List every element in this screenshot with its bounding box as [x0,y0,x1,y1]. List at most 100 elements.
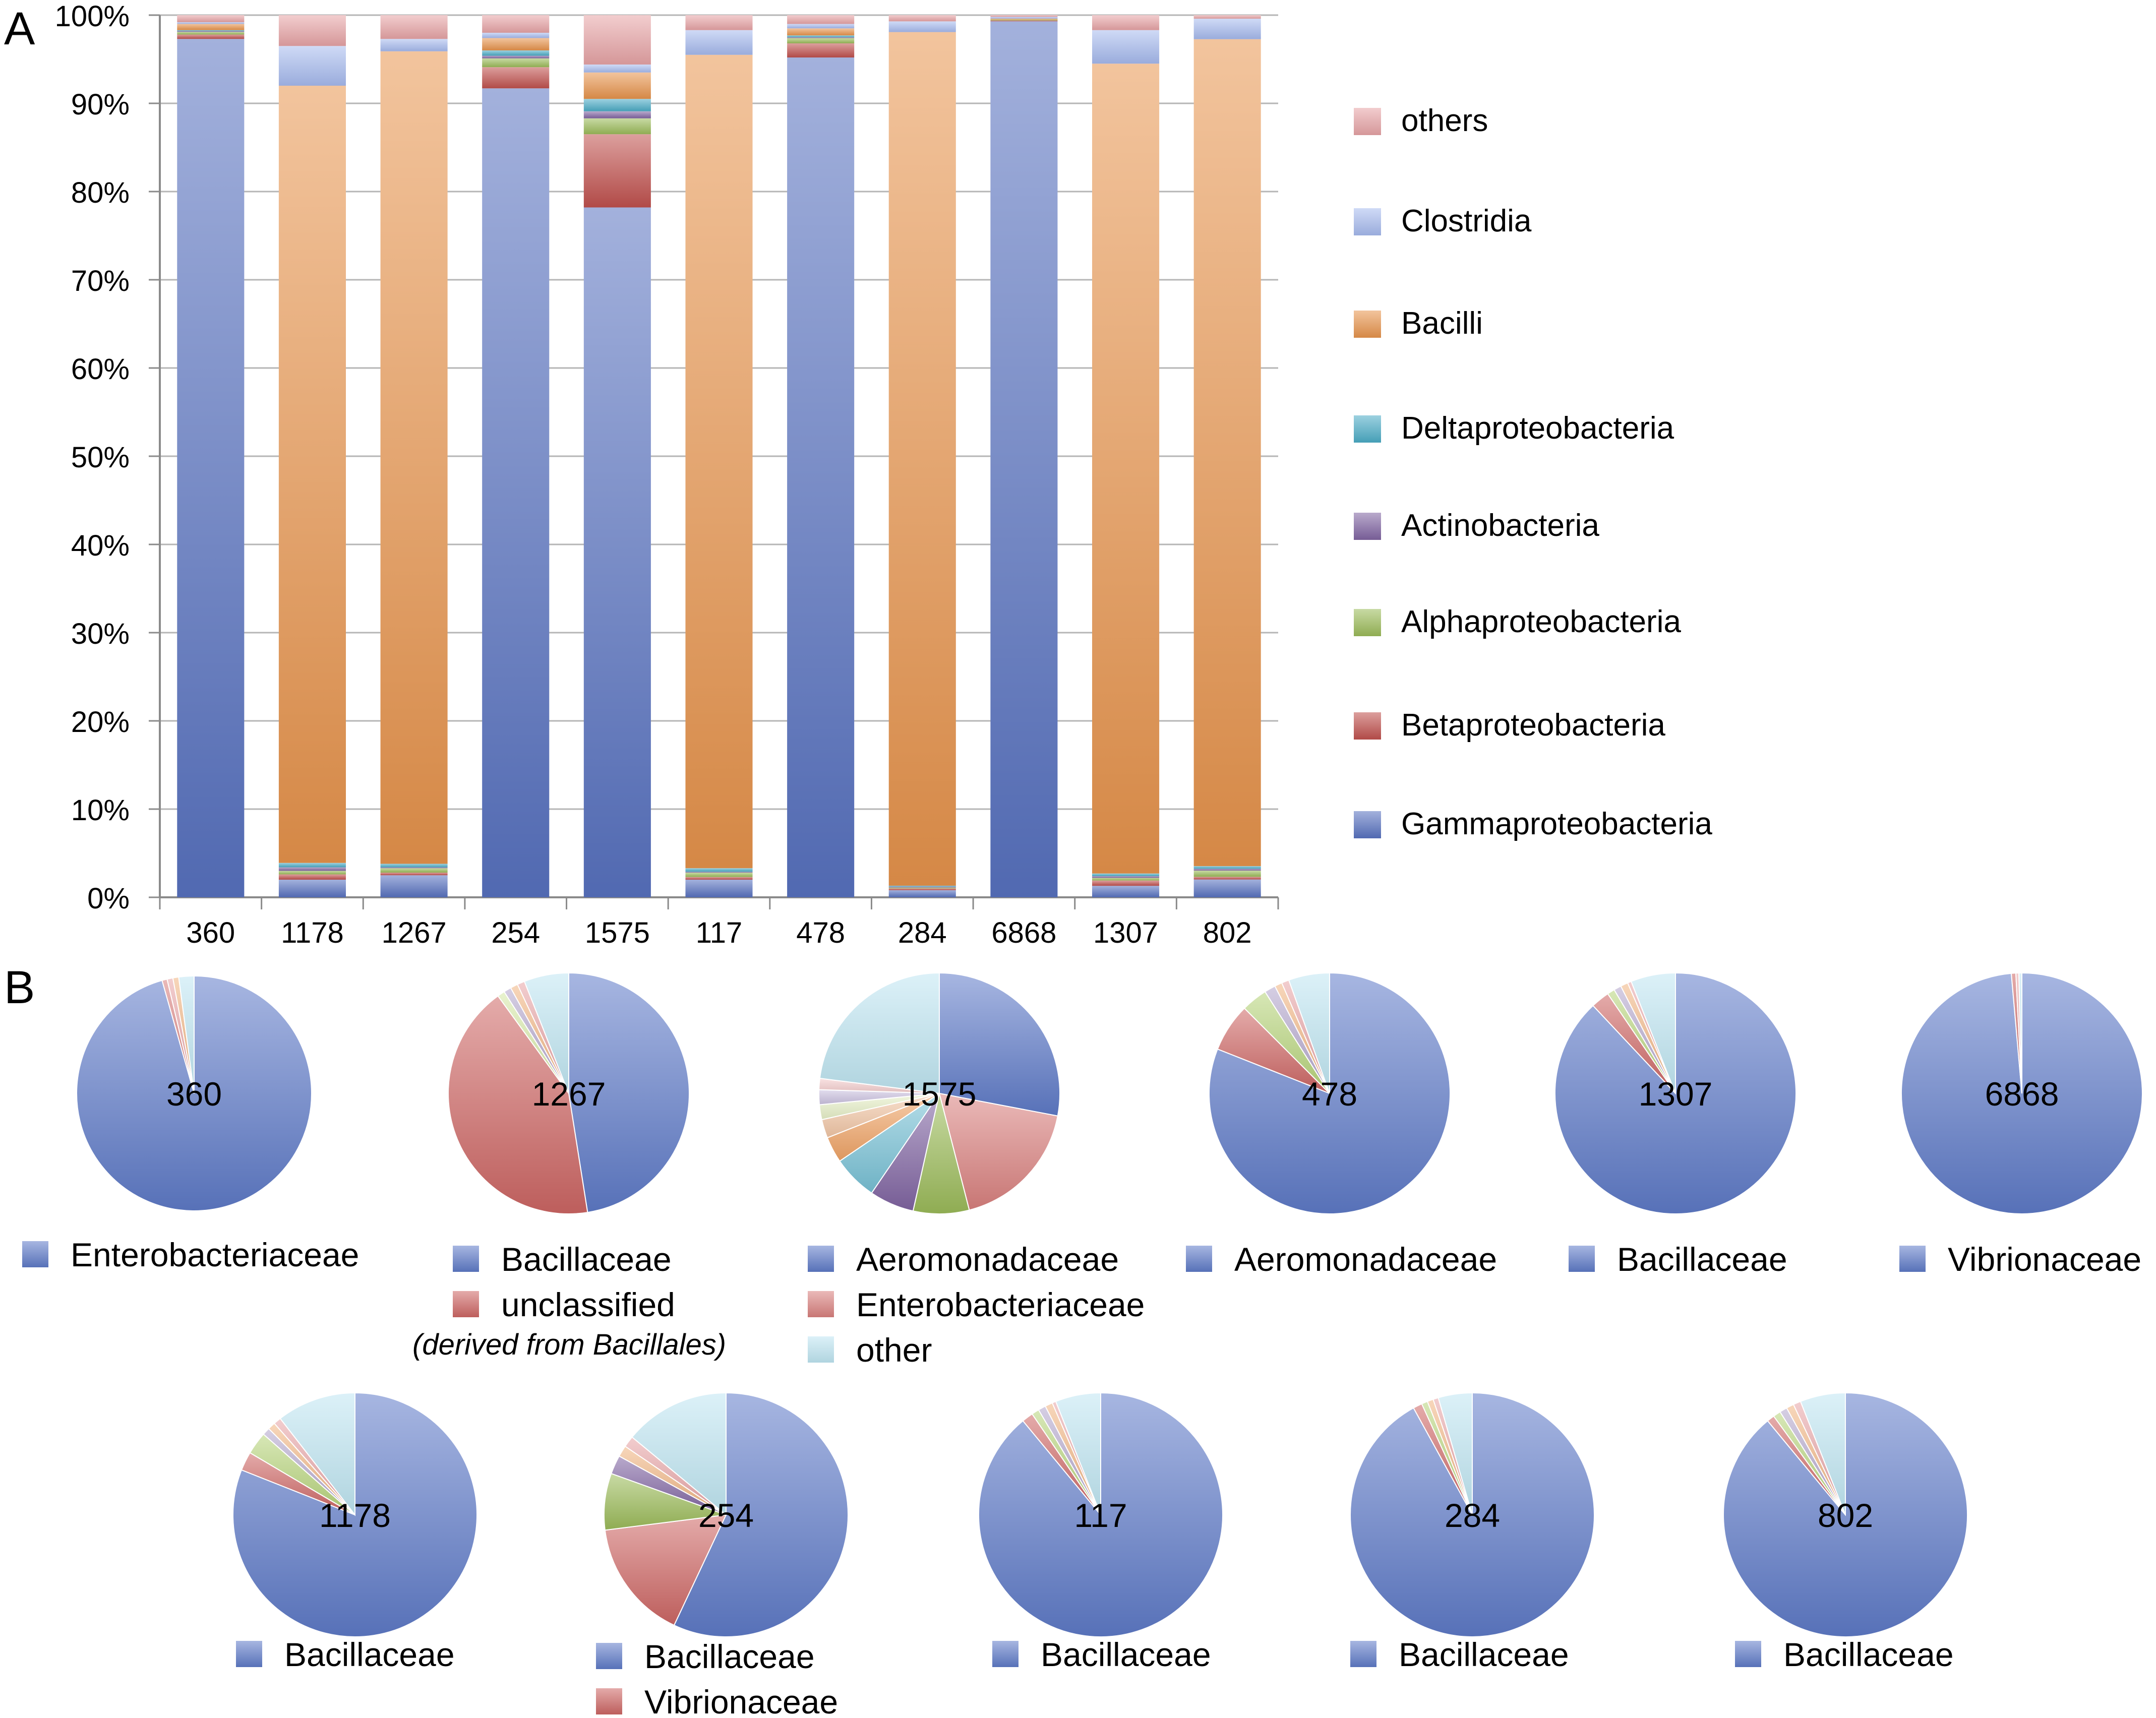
bar-segment-bacilli-1267 [380,51,448,864]
bar-segment-alphaproteobacteria-1178 [278,871,346,875]
y-tick-label: 20% [71,706,130,739]
bar-segment-betaproteobacteria-117 [685,877,753,880]
pie-legend-note: (derived from Bacillales) [412,1328,726,1361]
legend-swatch-betaproteobacteria [1354,712,1381,740]
bar-segment-clostridia-284 [888,21,956,32]
bar-segment-alphaproteobacteria-1307 [1092,878,1160,881]
pie-legend-label-bacillaceae: Bacillaceae [1783,1636,1954,1673]
pie-117: 117 [978,1392,1223,1637]
pie-slice-other [819,972,940,1094]
bar-segment-actinobacteria-254 [482,55,550,58]
pie-legends: Enterobacteriaceae Bacillaceae unclassifie… [22,1236,2141,1718]
bar-segment-alphaproteobacteria-1575 [583,118,651,135]
pie-slice-minor-4 [178,975,195,1094]
pie-label: 6868 [1985,1075,2059,1113]
pie-legend-478: Aeromonadaceae [1186,1241,1497,1278]
bar-segment-others-117 [685,15,753,30]
pie-legend-label-aeromonadaceae: Aeromonadaceae [856,1241,1119,1278]
pie-slice-vibrionaceae [604,1514,727,1626]
pie-slice-minor-6 [1288,972,1330,1094]
x-tick-label: 1307 [1093,916,1158,949]
pie-label: 360 [166,1075,222,1113]
pie-label: 478 [1302,1075,1357,1113]
pie-legend-label-enterobacteriaceae: Enterobacteriaceae [856,1286,1145,1323]
legend-swatch-alphaproteobacteria [1354,609,1381,636]
pie-legend-swatch [596,1643,622,1669]
pie-label: 1267 [532,1075,606,1113]
pie-legend-label-vibrionaceae: Vibrionaceae [644,1683,838,1718]
x-tick-label: 1575 [585,916,650,949]
x-tick-label: 254 [491,916,540,949]
legend-swatch-bacilli [1354,311,1381,338]
pie-label: 284 [1445,1497,1500,1534]
legend-label-others: others [1401,103,1488,138]
y-tick-label: 70% [71,265,130,297]
pie-1267: 1267 [448,972,690,1215]
bar-segment-alphaproteobacteria-6868 [990,19,1058,21]
pie-legend-swatch [1569,1246,1595,1272]
y-tick-label: 50% [71,441,130,474]
y-tick-label: 10% [71,794,130,827]
pie-legend-360: Enterobacteriaceae [22,1236,359,1273]
bar-segment-bacilli-1575 [583,72,651,99]
x-tick-label: 117 [696,916,742,949]
pie-slice-minor-6 [631,1392,727,1516]
pie-legend-1267: Bacillaceae unclassified (derived from Bac… [412,1241,726,1361]
pie-label: 802 [1818,1497,1873,1534]
bar-segment-bacilli-117 [685,54,753,869]
pie-legend-label-bacillaceae: Bacillaceae [644,1638,815,1675]
legend-label-deltaproteobacteria: Deltaproteobacteria [1401,411,1674,446]
bar-segment-others-1575 [583,15,651,65]
bar-segment-gammaproteobacteria-802 [1193,879,1261,897]
pie-legend-284: Bacillaceae [1350,1636,1569,1673]
bar-segment-bacilli-6868 [990,19,1058,20]
bar-segment-gammaproteobacteria-1178 [278,880,346,897]
bar-segment-gammaproteobacteria-1267 [380,875,448,897]
bar-segment-clostridia-802 [1193,19,1261,39]
bar-segment-deltaproteobacteria-1178 [278,863,346,868]
bar-segment-others-802 [1193,15,1261,19]
pie-1307: 1307 [1554,972,1796,1214]
bar-segment-betaproteobacteria-1575 [583,134,651,208]
pie-legend-1575: Aeromonadaceae Enterobacteriaceae other [808,1241,1145,1369]
bar-segment-betaproteobacteria-1178 [278,874,346,880]
bar-segment-others-478 [787,15,855,24]
pie-legend-swatch [992,1641,1019,1667]
pie-legend-swatch [596,1688,622,1714]
pie-478: 478 [1208,972,1451,1214]
y-tick-label: 40% [71,529,130,562]
bar-segment-bacilli-478 [787,28,855,36]
bar-segment-deltaproteobacteria-1307 [1092,873,1160,876]
pie-legend-label-vibrionaceae: Vibrionaceae [1948,1241,2141,1278]
pie-legend-swatch [1899,1246,1926,1272]
bar-segment-clostridia-117 [685,30,753,55]
pie-802: 802 [1723,1392,1968,1637]
bar-segment-betaproteobacteria-478 [787,43,855,57]
bar-segment-deltaproteobacteria-478 [787,35,855,37]
bar-segment-deltaproteobacteria-360 [177,30,245,31]
bar-segment-others-1307 [1092,15,1160,30]
bar-segment-others-6868 [990,15,1058,17]
x-tick-label: 1178 [281,916,344,949]
pie-legend-1307: Bacillaceae [1569,1241,1787,1278]
bar-segment-gammaproteobacteria-284 [888,890,956,897]
x-tick-label: 802 [1203,916,1252,949]
bar-segment-bacilli-360 [177,24,245,30]
bar-segment-betaproteobacteria-802 [1193,877,1261,880]
bar-segment-deltaproteobacteria-117 [685,868,753,872]
y-tick-label: 100% [55,0,130,33]
pie-legend-swatch [453,1291,479,1317]
bar-segment-others-254 [482,15,550,33]
bar-segment-bacilli-802 [1193,39,1261,867]
bar-segment-others-1267 [380,15,448,39]
bar-segment-betaproteobacteria-360 [177,34,245,39]
legend-swatch-actinobacteria [1354,513,1381,540]
legend-swatch-gammaproteobacteria [1354,811,1381,838]
bar-segment-clostridia-1575 [583,65,651,73]
x-tick-label: 284 [898,916,947,949]
y-tick-label: 0% [87,882,130,915]
bar-segment-alphaproteobacteria-117 [685,873,753,877]
pie-label: 254 [698,1497,754,1534]
pie-slice-minor-6 [1055,1392,1101,1515]
pie-legend-swatch [22,1241,48,1267]
